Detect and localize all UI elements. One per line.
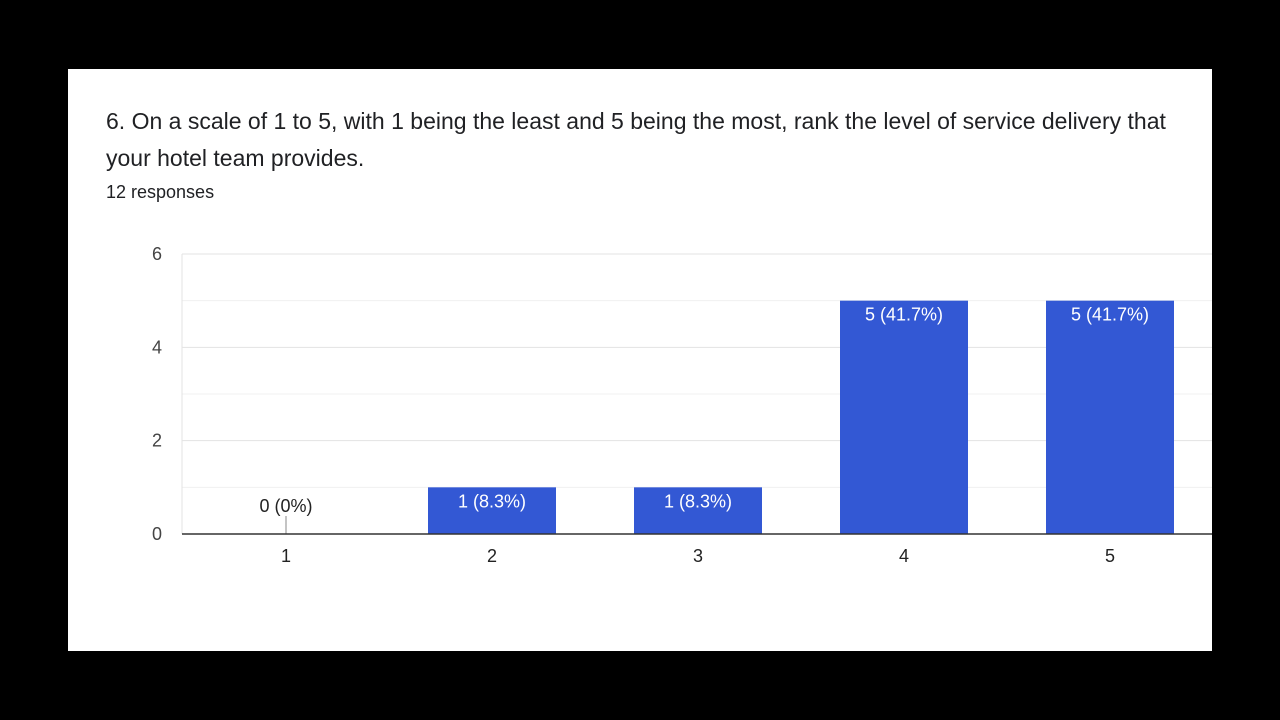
bar-chart: 0 2 4 6 0 (0%) 1 1 (8.3%) 2 1 (8.3%) 3 5 (41.7%) 4 5… <box>152 244 1212 566</box>
x-tick-label: 3 <box>693 546 703 566</box>
bar <box>634 487 762 534</box>
data-label: 5 (41.7%) <box>1071 305 1149 325</box>
x-tick-label: 5 <box>1105 546 1115 566</box>
data-label: 0 (0%) <box>259 496 312 516</box>
bar <box>428 487 556 534</box>
bar <box>1046 300 1174 534</box>
x-tick-label: 4 <box>899 546 909 566</box>
y-tick-label: 2 <box>152 431 162 451</box>
y-tick-label: 4 <box>152 337 162 357</box>
data-label: 1 (8.3%) <box>664 491 732 511</box>
y-tick-label: 0 <box>152 524 162 544</box>
data-label: 5 (41.7%) <box>865 305 943 325</box>
question-title: 6. On a scale of 1 to 5, with 1 being th… <box>106 108 1166 171</box>
x-tick-label: 1 <box>281 546 291 566</box>
x-tick-label: 2 <box>487 546 497 566</box>
chart-card: 6. On a scale of 1 to 5, with 1 being th… <box>68 69 1212 651</box>
bar <box>840 300 968 534</box>
response-count: 12 responses <box>106 182 215 202</box>
y-tick-label: 6 <box>152 244 162 264</box>
data-label: 1 (8.3%) <box>458 491 526 511</box>
